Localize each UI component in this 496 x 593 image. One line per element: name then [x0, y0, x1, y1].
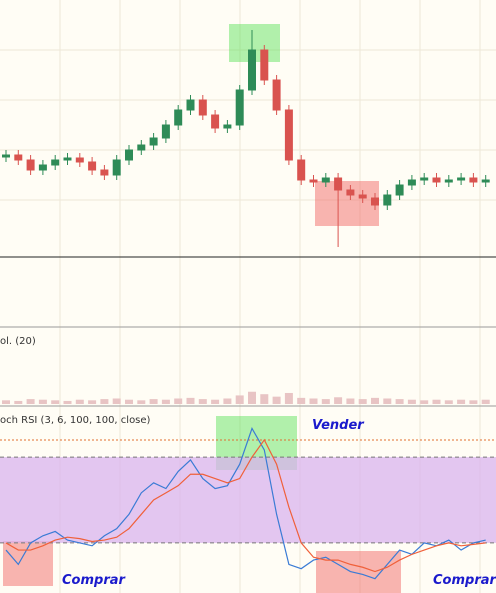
- volume-bar: [457, 399, 466, 404]
- volume-bar: [420, 400, 429, 404]
- candle-body: [14, 154, 23, 161]
- volume-bar: [469, 400, 478, 404]
- candle-body: [358, 194, 367, 199]
- candle-body: [125, 149, 133, 161]
- candle-body: [407, 179, 416, 186]
- candle-body: [88, 161, 97, 171]
- candle-body: [174, 109, 183, 126]
- stoch-title: och RSI (3, 6, 100, 100, close): [0, 415, 151, 426]
- volume-bar: [137, 400, 146, 404]
- candle-body: [112, 159, 121, 176]
- volume-bar: [63, 400, 72, 404]
- candle-body: [137, 144, 146, 151]
- volume-bar: [223, 398, 232, 404]
- candle-body: [235, 89, 244, 126]
- volume-bar: [198, 399, 207, 404]
- volume-bar: [125, 399, 133, 404]
- volume-bar: [211, 399, 220, 404]
- candle-body: [309, 179, 318, 183]
- buy-zone: [316, 551, 401, 593]
- candle-body: [161, 124, 170, 139]
- candle-body: [223, 124, 232, 129]
- volume-bar: [112, 398, 121, 404]
- candle-body: [469, 177, 478, 183]
- candle-body: [481, 179, 490, 183]
- volume-bar: [14, 400, 23, 404]
- candle-body: [260, 49, 269, 81]
- candle-body: [321, 177, 330, 183]
- candle-body: [211, 114, 220, 129]
- candle-body: [198, 99, 207, 116]
- volume-bar: [2, 400, 10, 404]
- candle-body: [420, 177, 429, 181]
- volume-bar: [444, 400, 453, 404]
- volume-bar: [38, 399, 47, 404]
- annotation: Comprar: [433, 573, 496, 588]
- candle-body: [63, 157, 72, 161]
- volume-bar: [260, 394, 269, 404]
- candle-body: [51, 159, 60, 166]
- volume-bar: [75, 399, 84, 404]
- candle-body: [2, 154, 10, 158]
- candle-body: [395, 184, 404, 196]
- volume-bar: [432, 399, 441, 404]
- volume-bar: [149, 399, 158, 404]
- volume-bar: [186, 397, 195, 404]
- volume-bar: [371, 397, 379, 404]
- candle-body: [371, 197, 379, 206]
- stoch-line: [5, 427, 486, 580]
- candle-body: [26, 159, 35, 171]
- annotation: Vender: [312, 418, 365, 433]
- volume-bar: [235, 395, 244, 404]
- candle-body: [297, 159, 306, 181]
- candle-body: [334, 177, 343, 191]
- volume-bar: [383, 398, 392, 404]
- stoch-line: [5, 438, 486, 573]
- volume-bar: [100, 399, 109, 404]
- volume-bar: [248, 391, 256, 404]
- candle-body: [75, 157, 84, 163]
- candle-body: [383, 194, 392, 206]
- band: [0, 457, 496, 543]
- annotation: Comprar: [62, 573, 127, 588]
- candle-body: [457, 177, 466, 181]
- candle-body: [284, 109, 293, 161]
- volume-bar: [297, 397, 306, 404]
- volume-bar: [272, 396, 281, 404]
- volume-bar: [407, 399, 416, 404]
- candle-body: [248, 49, 256, 91]
- candle-body: [432, 177, 441, 183]
- candle-body: [272, 79, 281, 111]
- volume-bar: [88, 400, 97, 404]
- candle-body: [38, 164, 47, 171]
- candle-body: [186, 99, 195, 111]
- volume-bar: [334, 397, 343, 404]
- candle-body: [100, 169, 109, 176]
- volume-bar: [395, 399, 404, 404]
- volume-bar: [51, 400, 60, 404]
- volume-bar: [358, 399, 367, 404]
- volume-bar: [481, 399, 490, 404]
- buy-zone: [315, 181, 379, 226]
- candle-body: [149, 137, 158, 146]
- volume-bar: [309, 398, 318, 404]
- candle-body: [346, 189, 355, 196]
- volume-bar: [26, 399, 35, 404]
- volume-title: ol. (20): [0, 336, 36, 347]
- candle-body: [444, 179, 453, 183]
- volume-bar: [284, 392, 293, 404]
- volume-bar: [174, 398, 183, 404]
- volume-bar: [161, 399, 170, 404]
- volume-bar: [346, 398, 355, 404]
- volume-bar: [321, 399, 330, 404]
